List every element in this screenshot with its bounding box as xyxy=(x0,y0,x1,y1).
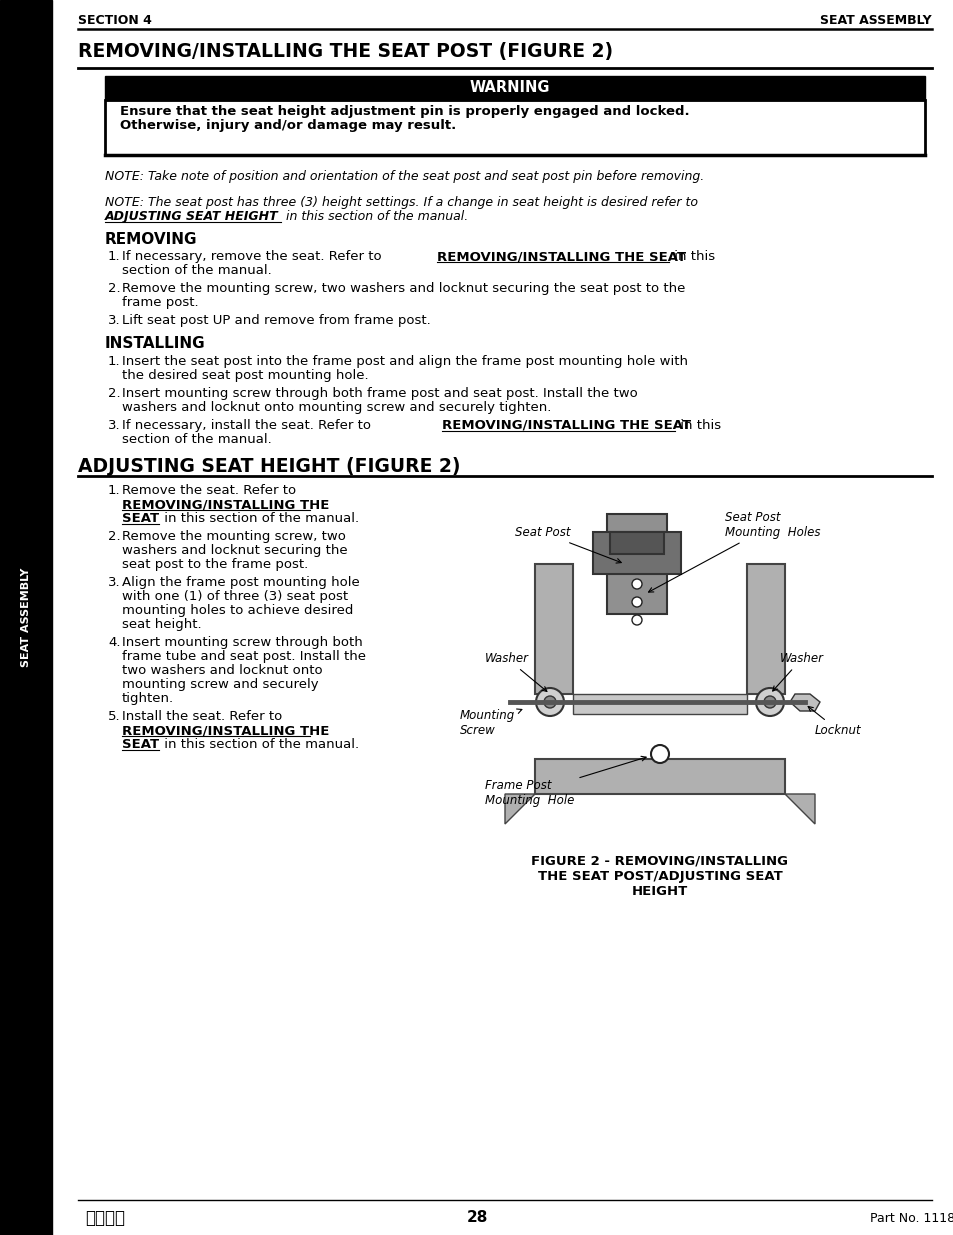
Text: in this: in this xyxy=(669,249,715,263)
Text: in this section of the manual.: in this section of the manual. xyxy=(160,513,358,525)
Text: SECTION 4: SECTION 4 xyxy=(78,14,152,26)
Text: Install the seat. Refer to: Install the seat. Refer to xyxy=(122,710,282,722)
Text: Locknut: Locknut xyxy=(807,706,861,737)
Text: seat post to the frame post.: seat post to the frame post. xyxy=(122,558,308,571)
Text: Frame Post
Mounting  Hole: Frame Post Mounting Hole xyxy=(484,756,645,806)
Text: two washers and locknut onto: two washers and locknut onto xyxy=(122,664,322,677)
Text: 2.: 2. xyxy=(108,387,120,400)
Text: tighten.: tighten. xyxy=(122,692,174,705)
Text: frame tube and seat post. Install the: frame tube and seat post. Install the xyxy=(122,650,366,663)
Bar xyxy=(535,760,784,794)
Text: 2.: 2. xyxy=(108,282,120,295)
Text: section of the manual.: section of the manual. xyxy=(122,264,272,277)
Text: HEIGHT: HEIGHT xyxy=(631,885,687,898)
Bar xyxy=(606,514,666,614)
Text: REMOVING/INSTALLING THE SEAT POST (FIGURE 2): REMOVING/INSTALLING THE SEAT POST (FIGUR… xyxy=(78,42,613,62)
Text: washers and locknut onto mounting screw and securely tighten.: washers and locknut onto mounting screw … xyxy=(122,401,551,414)
Text: REMOVING/INSTALLING THE SEAT: REMOVING/INSTALLING THE SEAT xyxy=(441,419,690,432)
Circle shape xyxy=(631,579,641,589)
Text: FIGURE 2 - REMOVING/INSTALLING: FIGURE 2 - REMOVING/INSTALLING xyxy=(531,855,788,868)
Text: 3.: 3. xyxy=(108,419,120,432)
Text: 1.: 1. xyxy=(108,354,120,368)
Circle shape xyxy=(631,615,641,625)
Text: Part No. 1118395: Part No. 1118395 xyxy=(869,1212,953,1224)
Text: 28: 28 xyxy=(466,1210,487,1225)
Text: If necessary, install the seat. Refer to: If necessary, install the seat. Refer to xyxy=(122,419,375,432)
Text: 3.: 3. xyxy=(108,576,120,589)
Text: in this section of the manual.: in this section of the manual. xyxy=(282,210,468,224)
Text: Insert mounting screw through both: Insert mounting screw through both xyxy=(122,636,362,650)
Text: REMOVING/INSTALLING THE: REMOVING/INSTALLING THE xyxy=(122,498,329,511)
Text: 3.: 3. xyxy=(108,314,120,327)
Text: Align the frame post mounting hole: Align the frame post mounting hole xyxy=(122,576,359,589)
Text: INSTALLING: INSTALLING xyxy=(105,336,206,351)
Text: Remove the mounting screw, two: Remove the mounting screw, two xyxy=(122,530,346,543)
Text: REMOVING: REMOVING xyxy=(105,232,197,247)
Text: 5.: 5. xyxy=(108,710,120,722)
Bar xyxy=(746,564,784,694)
Text: 1.: 1. xyxy=(108,249,120,263)
Text: section of the manual.: section of the manual. xyxy=(122,433,272,446)
Text: in this: in this xyxy=(676,419,720,432)
Bar xyxy=(593,532,680,574)
Text: Otherwise, injury and/or damage may result.: Otherwise, injury and/or damage may resu… xyxy=(120,119,456,132)
Text: NOTE: The seat post has three (3) height settings. If a change in seat height is: NOTE: The seat post has three (3) height… xyxy=(105,196,698,209)
Bar xyxy=(535,564,573,694)
Text: washers and locknut securing the: washers and locknut securing the xyxy=(122,543,347,557)
Bar xyxy=(609,532,663,555)
Text: ADJUSTING SEAT HEIGHT (FIGURE 2): ADJUSTING SEAT HEIGHT (FIGURE 2) xyxy=(78,457,460,475)
Text: SEAT ASSEMBLY: SEAT ASSEMBLY xyxy=(820,14,931,26)
Text: NOTE: Take note of position and orientation of the seat post and seat post pin b: NOTE: Take note of position and orientat… xyxy=(105,170,703,183)
Circle shape xyxy=(755,688,783,716)
Bar xyxy=(105,100,924,156)
Text: Remove the seat. Refer to: Remove the seat. Refer to xyxy=(122,484,295,496)
Polygon shape xyxy=(784,794,814,824)
Circle shape xyxy=(536,688,563,716)
Text: 2.: 2. xyxy=(108,530,120,543)
Text: Washer: Washer xyxy=(772,652,823,692)
Text: the desired seat post mounting hole.: the desired seat post mounting hole. xyxy=(122,369,368,382)
Bar xyxy=(105,77,924,100)
Circle shape xyxy=(543,697,556,708)
Text: Washer: Washer xyxy=(484,652,546,692)
Text: Seat Post
Mounting  Holes: Seat Post Mounting Holes xyxy=(648,511,820,592)
Text: SEAT: SEAT xyxy=(122,513,159,525)
Text: frame post.: frame post. xyxy=(122,296,198,309)
Bar xyxy=(0,0,52,1235)
Text: in this section of the manual.: in this section of the manual. xyxy=(160,739,358,751)
Text: Mounting
Screw: Mounting Screw xyxy=(459,709,521,737)
Text: If necessary, remove the seat. Refer to: If necessary, remove the seat. Refer to xyxy=(122,249,385,263)
Text: 4.: 4. xyxy=(108,636,120,650)
Text: WARNING: WARNING xyxy=(469,80,550,95)
Circle shape xyxy=(763,697,775,708)
Text: Remove the mounting screw, two washers and locknut securing the seat post to the: Remove the mounting screw, two washers a… xyxy=(122,282,684,295)
Circle shape xyxy=(631,597,641,606)
Polygon shape xyxy=(504,794,535,824)
Circle shape xyxy=(650,745,668,763)
Text: Ensure that the seat height adjustment pin is properly engaged and locked.: Ensure that the seat height adjustment p… xyxy=(120,105,689,119)
Text: Insert mounting screw through both frame post and seat post. Install the two: Insert mounting screw through both frame… xyxy=(122,387,638,400)
Text: ⒷⓊⓏⓏ: ⒷⓊⓏⓏ xyxy=(85,1209,125,1228)
Text: 1.: 1. xyxy=(108,484,120,496)
Text: with one (1) of three (3) seat post: with one (1) of three (3) seat post xyxy=(122,590,348,603)
Text: REMOVING/INSTALLING THE: REMOVING/INSTALLING THE xyxy=(122,724,329,737)
Bar xyxy=(573,694,746,714)
Text: Seat Post: Seat Post xyxy=(515,526,620,563)
Text: mounting holes to achieve desired: mounting holes to achieve desired xyxy=(122,604,353,618)
Text: Insert the seat post into the frame post and align the frame post mounting hole : Insert the seat post into the frame post… xyxy=(122,354,687,368)
Polygon shape xyxy=(789,694,820,711)
Text: mounting screw and securely: mounting screw and securely xyxy=(122,678,318,692)
Text: SEAT ASSEMBLY: SEAT ASSEMBLY xyxy=(21,567,30,667)
Text: seat height.: seat height. xyxy=(122,618,201,631)
Text: Lift seat post UP and remove from frame post.: Lift seat post UP and remove from frame … xyxy=(122,314,431,327)
Text: REMOVING/INSTALLING THE SEAT: REMOVING/INSTALLING THE SEAT xyxy=(436,249,685,263)
Text: ADJUSTING SEAT HEIGHT: ADJUSTING SEAT HEIGHT xyxy=(105,210,278,224)
Text: SEAT: SEAT xyxy=(122,739,159,751)
Text: THE SEAT POST/ADJUSTING SEAT: THE SEAT POST/ADJUSTING SEAT xyxy=(537,869,781,883)
